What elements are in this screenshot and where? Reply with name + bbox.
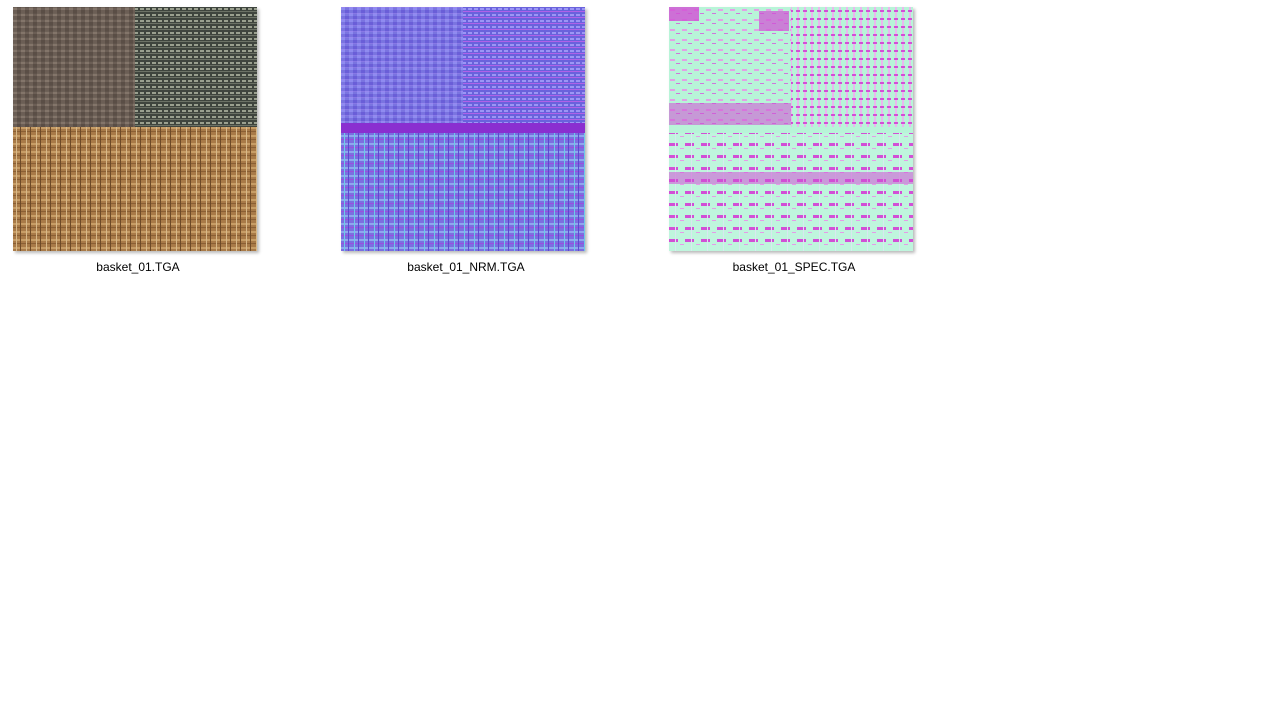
thumbnail-diffuse[interactable] (13, 7, 257, 251)
woven-texture-diffuse-image (13, 7, 257, 251)
thumbnail-specular-map[interactable] (669, 7, 913, 251)
woven-texture-specular-image (669, 7, 913, 251)
woven-texture-normal-image (341, 7, 585, 251)
file-name-label[interactable]: basket_01_SPEC.TGA (732, 260, 856, 274)
file-name-label[interactable]: basket_01_NRM.TGA (407, 260, 525, 274)
file-name-label[interactable]: basket_01.TGA (96, 260, 180, 274)
file-item-basket-01-nrm[interactable]: basket_01_NRM.TGA (328, 0, 628, 285)
file-item-basket-01[interactable]: basket_01.TGA (0, 0, 300, 285)
file-item-basket-01-spec[interactable]: basket_01_SPEC.TGA (656, 0, 956, 285)
thumbnail-normal-map[interactable] (341, 7, 585, 251)
